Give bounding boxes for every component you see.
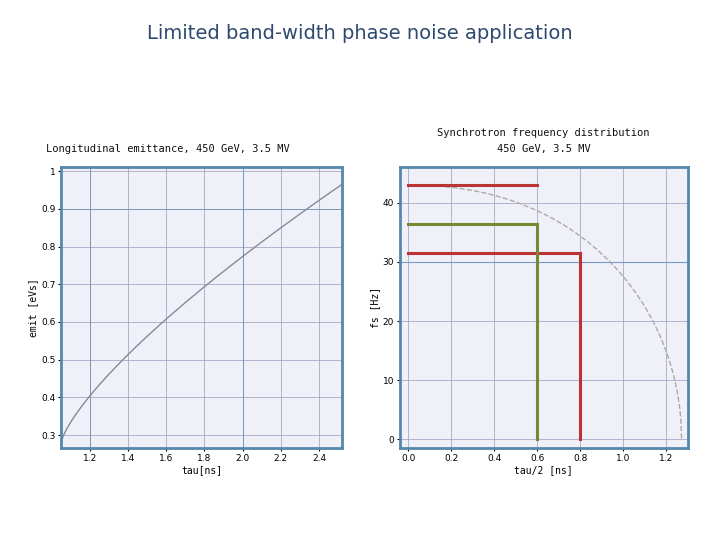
X-axis label: tau[ns]: tau[ns] — [181, 465, 222, 476]
X-axis label: tau/2 [ns]: tau/2 [ns] — [514, 465, 573, 476]
Text: 450 GeV, 3.5 MV: 450 GeV, 3.5 MV — [497, 144, 590, 154]
Text: Synchrotron frequency distribution: Synchrotron frequency distribution — [437, 127, 650, 138]
Text: Limited band-width phase noise application: Limited band-width phase noise applicati… — [147, 24, 573, 43]
Y-axis label: emit [eVs]: emit [eVs] — [29, 279, 38, 337]
Y-axis label: fs [Hz]: fs [Hz] — [370, 287, 379, 328]
Text: Longitudinal emittance, 450 GeV, 3.5 MV: Longitudinal emittance, 450 GeV, 3.5 MV — [46, 144, 289, 154]
